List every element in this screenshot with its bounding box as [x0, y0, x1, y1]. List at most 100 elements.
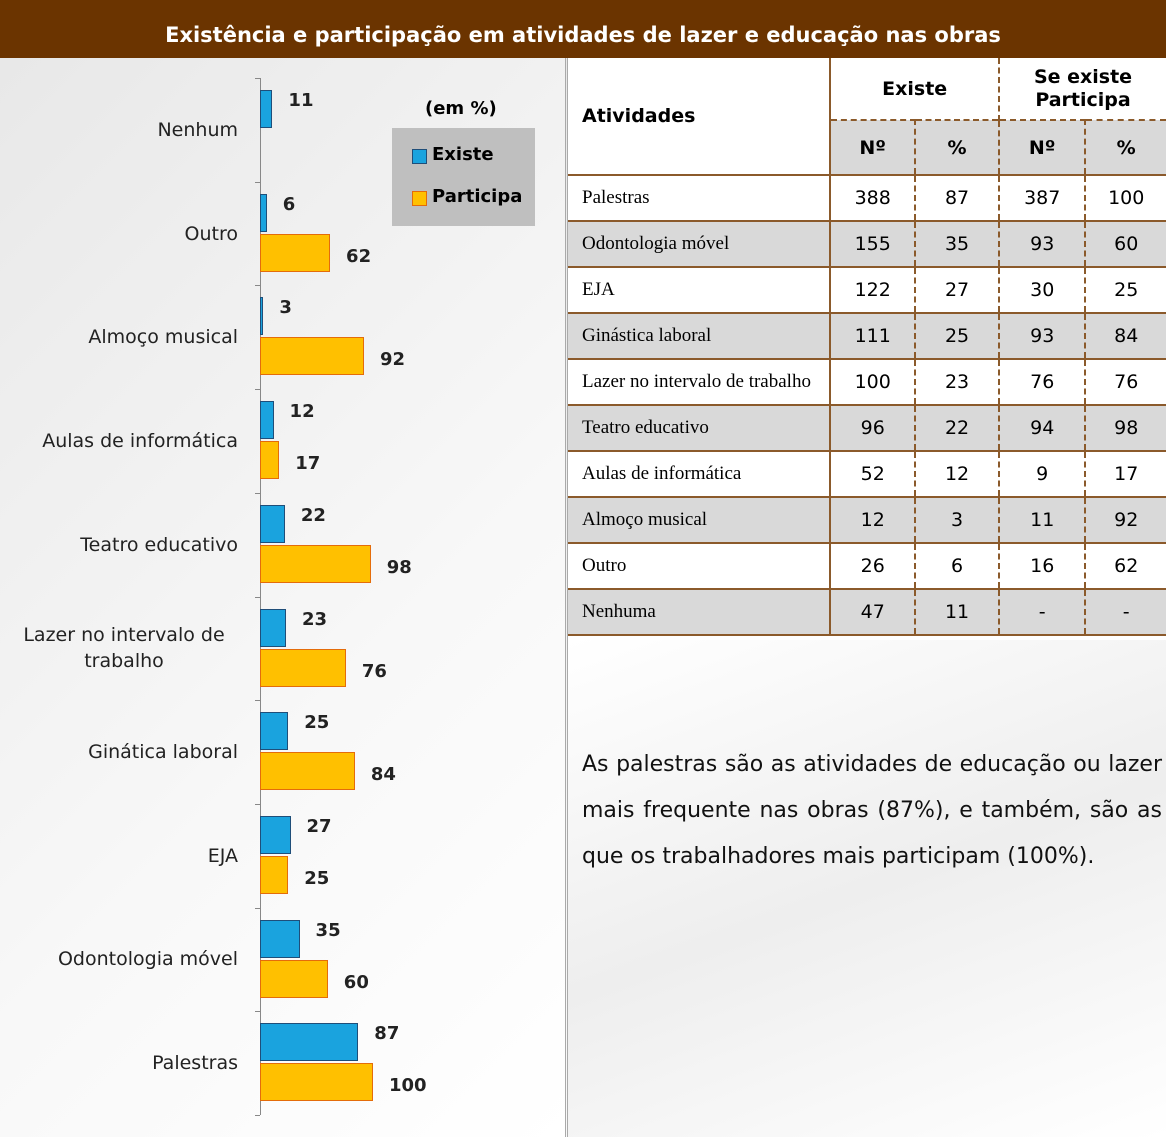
table-row: Almoço musical 12 3 11 92: [568, 497, 1166, 544]
tick: [255, 907, 260, 909]
table-cell: 76: [1085, 359, 1166, 406]
table-cell: Lazer no intervalo de trabalho: [568, 359, 832, 406]
tick: [255, 285, 260, 287]
bar: [260, 1063, 373, 1102]
table-cell: 62: [1085, 543, 1166, 590]
category-label: Palestras: [152, 1052, 238, 1075]
legend-swatch: [412, 191, 427, 206]
table-cell: 11: [999, 497, 1087, 544]
table-cell: 12: [915, 451, 1001, 498]
value-label: 25: [304, 712, 330, 734]
table: Atividades Existe Se existe Participa Nº% Nº…: [568, 58, 1166, 636]
table-row: Palestras 388 87 387 100: [568, 175, 1166, 222]
category-label: Outro: [184, 222, 238, 245]
legend-title: (em %): [425, 98, 497, 119]
table-cell: 122: [830, 267, 917, 314]
header-cell: Nº: [830, 119, 917, 176]
bar: [260, 233, 331, 272]
value-label: 3: [279, 297, 292, 319]
bar: [260, 297, 264, 336]
value-label: 100: [389, 1075, 427, 1097]
bar: [260, 544, 371, 583]
value-label: 87: [374, 1023, 400, 1045]
category-label: Ginática laboral: [88, 741, 238, 764]
table-cell: -: [1085, 589, 1166, 636]
bar: [260, 441, 280, 480]
table-cell: Teatro educativo: [568, 405, 832, 452]
bar: [260, 504, 285, 543]
category-label: Nenhum: [157, 118, 238, 141]
bar: [260, 815, 291, 854]
value-label: 92: [379, 349, 406, 371]
table-cell: EJA: [568, 267, 832, 314]
category-label: Lazer no intervalo de trabalho: [23, 624, 225, 673]
header-cell: Atividades: [568, 58, 832, 176]
bar: [260, 648, 346, 687]
table-cell: 11: [915, 589, 1001, 636]
chart: Nenhum 11 Outro 6 62 Almoço musical 3 92 Aulas d…: [0, 58, 568, 1137]
value-label: 98: [386, 556, 412, 578]
table-cell: 84: [1085, 313, 1166, 360]
legend-swatch: [412, 149, 427, 164]
table-row: Outro 26 6 16 62: [568, 543, 1166, 590]
bar: [260, 1023, 359, 1062]
table-cell: 35: [915, 221, 1001, 268]
table-cell: Almoço musical: [568, 497, 832, 544]
bar: [260, 193, 267, 232]
tick: [255, 78, 260, 79]
table-cell: 47: [830, 589, 917, 636]
table-cell: 87: [915, 175, 1001, 222]
bar: [260, 337, 364, 376]
table-cell: 27: [915, 267, 1001, 314]
bar: [260, 90, 273, 128]
category-label: Teatro educativo: [80, 533, 238, 556]
note: As palestras são as atividades de educaç…: [582, 752, 1162, 869]
table-cell: 93: [999, 221, 1087, 268]
table-row: Ginástica laboral 111 25 93 84: [568, 313, 1166, 360]
table-row: EJA 122 27 30 25: [568, 267, 1166, 314]
legend: Existe Participa: [392, 128, 535, 226]
value-label: 35: [315, 919, 341, 941]
legend-label: Participa: [432, 186, 523, 207]
table-row: Aulas de informática 52 12 9 17: [568, 451, 1166, 498]
table-cell: 23: [915, 359, 1001, 406]
table-cell: 98: [1085, 405, 1166, 452]
value-label: 6: [282, 193, 296, 215]
table-cell: 26: [830, 543, 917, 590]
value-label: 11: [288, 90, 314, 111]
tick: [255, 181, 260, 183]
category-label: Odontologia móvel: [57, 948, 238, 971]
table-row: Lazer no intervalo de trabalho 100 23 76 76: [568, 359, 1166, 406]
category-label: Almoço musical: [88, 326, 238, 349]
table-cell: 100: [1085, 175, 1166, 222]
category-label: EJA: [207, 844, 238, 867]
header-cell: Existe: [830, 58, 1001, 120]
value-label: 62: [346, 245, 372, 267]
bar: [260, 919, 300, 958]
value-label: 22: [300, 504, 326, 526]
header-cell: %: [915, 119, 1001, 176]
table-cell: Ginástica laboral: [568, 313, 832, 360]
value-label: 12: [289, 401, 315, 423]
table-cell: 3: [915, 497, 1001, 544]
tick: [255, 596, 260, 598]
table-cell: 52: [830, 451, 917, 498]
table-cell: 93: [999, 313, 1087, 360]
header-cell: Se existe Participa: [1033, 65, 1133, 111]
table-cell: 12: [830, 497, 917, 544]
table-cell: 16: [999, 543, 1087, 590]
value-label: 60: [343, 971, 369, 993]
table-row: Teatro educativo 96 22 94 98: [568, 405, 1166, 452]
tick: [255, 700, 260, 702]
table-cell: 94: [999, 405, 1087, 452]
table-cell: -: [999, 589, 1087, 636]
header-cell: Nº: [999, 119, 1087, 176]
table-cell: 111: [830, 313, 917, 360]
table-cell: Outro: [568, 543, 832, 590]
y-axis: [260, 78, 261, 1115]
table-cell: 22: [915, 405, 1001, 452]
category-label: Aulas de informática: [42, 429, 238, 452]
table-row: Odontologia móvel 155 35 93 60: [568, 221, 1166, 268]
bar: [260, 752, 355, 791]
